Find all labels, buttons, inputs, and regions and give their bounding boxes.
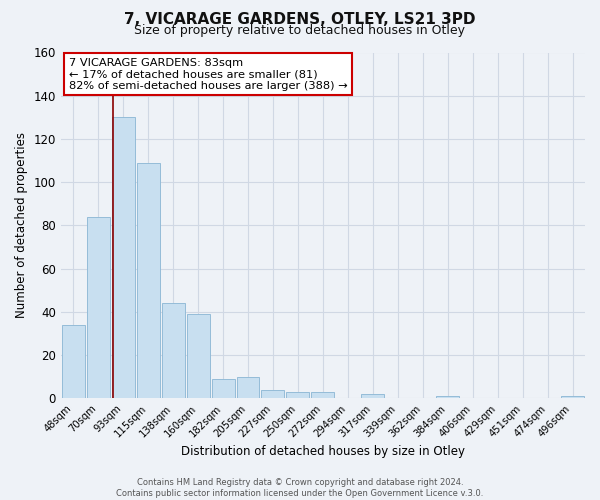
Text: Size of property relative to detached houses in Otley: Size of property relative to detached ho…	[134, 24, 466, 37]
X-axis label: Distribution of detached houses by size in Otley: Distribution of detached houses by size …	[181, 444, 465, 458]
Bar	[137, 163, 160, 398]
Text: Contains HM Land Registry data © Crown copyright and database right 2024.
Contai: Contains HM Land Registry data © Crown c…	[116, 478, 484, 498]
Text: 7 VICARAGE GARDENS: 83sqm
← 17% of detached houses are smaller (81)
82% of semi-: 7 VICARAGE GARDENS: 83sqm ← 17% of detac…	[68, 58, 347, 91]
Bar	[286, 392, 310, 398]
Y-axis label: Number of detached properties: Number of detached properties	[15, 132, 28, 318]
Bar	[112, 118, 134, 398]
Bar	[311, 392, 334, 398]
Bar	[212, 379, 235, 398]
Bar	[262, 390, 284, 398]
Bar	[187, 314, 209, 398]
Bar	[161, 304, 185, 398]
Bar	[436, 396, 459, 398]
Text: 7, VICARAGE GARDENS, OTLEY, LS21 3PD: 7, VICARAGE GARDENS, OTLEY, LS21 3PD	[124, 12, 476, 28]
Bar	[361, 394, 385, 398]
Bar	[236, 377, 259, 398]
Bar	[561, 396, 584, 398]
Bar	[87, 217, 110, 398]
Bar	[62, 325, 85, 398]
